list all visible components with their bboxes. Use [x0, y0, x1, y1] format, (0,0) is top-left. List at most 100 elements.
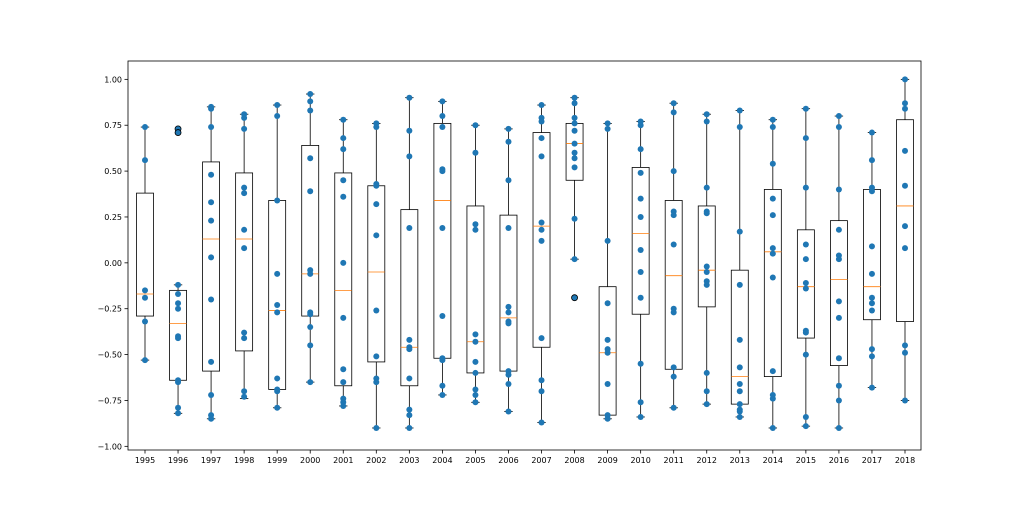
data-point — [439, 382, 446, 389]
box-group-2001 — [334, 116, 353, 409]
data-point — [439, 113, 446, 120]
data-point — [439, 313, 446, 320]
data-point — [538, 419, 545, 426]
data-point — [637, 213, 644, 220]
data-point — [538, 335, 545, 342]
data-point — [802, 423, 809, 430]
box-group-1995 — [136, 124, 154, 364]
box-iqr — [499, 214, 518, 372]
data-point — [307, 379, 314, 386]
data-point — [307, 311, 314, 318]
y-tick-label: 0.75 — [104, 121, 122, 130]
data-point — [902, 397, 908, 404]
data-point — [538, 102, 545, 109]
box-iqr — [235, 172, 254, 352]
data-point — [571, 114, 578, 121]
data-point — [604, 237, 611, 244]
box-group-2017 — [863, 129, 881, 391]
data-point — [769, 116, 776, 123]
x-tick-label: 2011 — [664, 456, 684, 465]
data-point — [142, 157, 148, 164]
data-point — [241, 226, 248, 233]
data-point — [208, 358, 215, 365]
data-point — [274, 309, 281, 316]
data-point — [307, 342, 314, 349]
x-tick-label: 2014 — [763, 456, 783, 465]
data-point — [340, 259, 347, 266]
box-group-2005 — [466, 122, 485, 406]
data-point — [637, 122, 644, 129]
data-point — [769, 212, 776, 219]
data-point — [604, 349, 611, 356]
data-point — [373, 353, 380, 360]
data-point — [208, 391, 215, 398]
box-group-2014 — [763, 116, 782, 431]
data-point — [802, 280, 809, 287]
box-iqr — [664, 200, 683, 370]
data-point — [208, 415, 215, 422]
data-point — [736, 228, 743, 235]
data-point — [406, 375, 413, 382]
y-axis: −1.00 −0.75 −0.50 −0.25 0.00 0.25 0.50 0.75 1.00 — [97, 75, 128, 451]
box-group-2006 — [499, 125, 518, 415]
data-point — [505, 408, 512, 415]
data-point — [472, 391, 479, 398]
data-point — [241, 329, 248, 336]
box-group-2000 — [301, 91, 320, 386]
data-point — [538, 118, 545, 125]
data-point — [868, 157, 875, 164]
data-point — [835, 186, 842, 193]
data-point — [274, 388, 281, 395]
data-point — [241, 184, 248, 191]
data-point — [142, 357, 148, 364]
x-tick-label: 1995 — [135, 456, 155, 465]
data-point — [340, 177, 347, 184]
data-point — [241, 393, 248, 400]
data-point — [703, 269, 710, 276]
data-point — [637, 360, 644, 367]
box-iqr — [136, 192, 154, 317]
box-group-2008 — [565, 94, 584, 302]
data-point — [670, 364, 677, 371]
x-tick-label: 2016 — [829, 456, 849, 465]
data-point — [373, 424, 380, 431]
data-point — [241, 335, 248, 342]
box-group-2011 — [664, 100, 683, 411]
data-point — [505, 380, 512, 387]
data-point — [340, 116, 347, 123]
data-point — [373, 182, 380, 189]
data-point — [538, 135, 545, 142]
data-point — [769, 245, 776, 252]
box-iqr — [830, 220, 848, 366]
data-point — [835, 256, 842, 263]
data-point — [902, 147, 908, 154]
data-point — [571, 127, 578, 134]
data-point — [703, 281, 710, 288]
y-tick-label: 1.00 — [104, 75, 122, 84]
data-point — [736, 107, 743, 114]
data-point — [340, 135, 347, 142]
box-iqr — [896, 119, 914, 322]
x-tick-label: 1998 — [234, 456, 254, 465]
data-point — [472, 221, 479, 228]
data-point — [703, 184, 710, 191]
data-point — [175, 379, 182, 386]
data-point — [670, 212, 677, 219]
data-point — [505, 177, 512, 184]
data-point — [637, 413, 644, 420]
data-point — [736, 413, 743, 420]
data-point — [505, 125, 512, 132]
data-point — [406, 336, 413, 343]
data-point — [538, 237, 545, 244]
box-iqr — [334, 172, 353, 387]
data-point — [604, 125, 611, 132]
data-point — [868, 294, 875, 301]
data-point — [340, 402, 347, 409]
x-axis: 1995 1996 1997 1998 1999 2000 2001 2002 2003 2004… — [135, 450, 915, 465]
data-point — [868, 243, 875, 250]
data-point — [175, 404, 182, 411]
box-group-1997 — [202, 103, 220, 422]
data-point — [505, 303, 512, 310]
box-group-2004 — [433, 98, 452, 398]
